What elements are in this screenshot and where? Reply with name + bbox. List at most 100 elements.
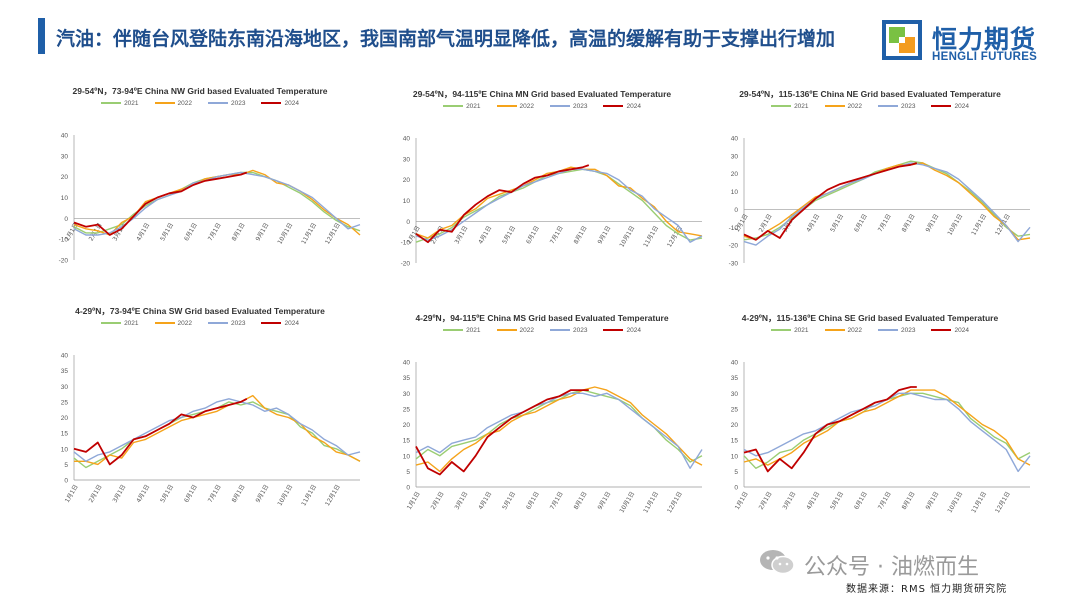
x-tick-label: 3月1日 xyxy=(112,484,128,505)
y-tick-label: 40 xyxy=(61,353,69,360)
chart-sw: 4-29ºN，73-94ºE China SW Grid based Evalu… xyxy=(30,305,370,545)
x-tick-label: 1月1日 xyxy=(734,213,750,234)
series-line-2021 xyxy=(743,392,1031,470)
legend-label: 2022 xyxy=(519,103,534,110)
x-tick-label: 5月1日 xyxy=(501,225,517,246)
legend-swatch xyxy=(154,322,175,325)
x-tick-label: 12月1日 xyxy=(324,222,342,246)
legend-item-2022: 2022 xyxy=(496,103,534,110)
y-tick-label: -20 xyxy=(729,243,739,250)
legend-swatch xyxy=(931,329,952,332)
x-tick-label: 12月1日 xyxy=(324,484,342,508)
x-tick-label: 4月1日 xyxy=(477,225,493,246)
series-line-2024 xyxy=(415,389,589,476)
x-tick-label: 3月1日 xyxy=(454,225,470,246)
chart-plot: 0 5 10 15 20 25 30 35 40 1月1日 2月1日 3月1日 4月1日 5月1日 6月1日… xyxy=(61,353,361,508)
x-tick-label: 2月1日 xyxy=(758,491,774,512)
y-tick-label: 30 xyxy=(403,156,411,163)
legend-label: 2023 xyxy=(231,320,246,327)
chart-title: 4-29ºN，73-94ºE China SW Grid based Evalu… xyxy=(75,306,325,316)
legend-item-2023: 2023 xyxy=(550,103,587,110)
chart-title: 29-54ºN，94-115ºE China MN Grid based Eva… xyxy=(412,89,672,99)
series-line-2021 xyxy=(415,389,703,463)
legend-label: 2024 xyxy=(954,327,969,334)
legend-item-2024: 2024 xyxy=(603,327,641,334)
y-tick-label: 25 xyxy=(403,406,411,413)
series-line-2024 xyxy=(73,171,248,236)
x-tick-label: 11月1日 xyxy=(300,484,318,508)
legend-swatch xyxy=(101,102,122,105)
legend-item-2023: 2023 xyxy=(878,327,915,334)
legend-swatch xyxy=(878,105,898,108)
x-tick-label: 3月1日 xyxy=(782,491,798,512)
legend-item-2024: 2024 xyxy=(261,320,299,327)
legend-item-2022: 2022 xyxy=(154,100,192,107)
legend-label: 2021 xyxy=(124,320,139,327)
legend-swatch xyxy=(878,329,898,332)
chart-title: 29-54ºN，73-94ºE China NW Grid based Eval… xyxy=(72,86,328,96)
y-tick-label: 40 xyxy=(731,136,739,143)
y-tick-label: 15 xyxy=(731,438,739,445)
series-line-2023 xyxy=(415,168,703,243)
x-tick-label: 6月1日 xyxy=(183,484,199,505)
series-line-2024 xyxy=(415,164,590,244)
series-line-2022 xyxy=(415,386,703,473)
logo-name-cn: 恒力期货 xyxy=(932,25,1037,54)
x-tick-label: 5月1日 xyxy=(501,491,517,512)
legend-swatch xyxy=(550,105,570,108)
x-tick-label: 1月1日 xyxy=(406,491,422,512)
legend-swatch xyxy=(101,322,122,325)
y-tick-label: 30 xyxy=(61,153,69,160)
x-tick-label: 10月1日 xyxy=(618,491,636,515)
legend-swatch xyxy=(443,105,464,108)
x-tick-label: 11月1日 xyxy=(970,491,988,515)
chart-mn: 29-54ºN，94-115ºE China MN Grid based Eva… xyxy=(372,88,712,328)
y-tick-label: 5 xyxy=(734,469,738,476)
legend-label: 2023 xyxy=(901,327,916,334)
x-tick-label: 8月1日 xyxy=(901,213,917,234)
legend-swatch xyxy=(208,102,228,105)
x-tick-label: 1月1日 xyxy=(64,484,80,505)
data-source: 数据来源：RMS 恒力期货研究院 xyxy=(846,584,1008,595)
title-accent-bar xyxy=(38,18,45,54)
legend-swatch xyxy=(824,329,845,332)
legend-item-2022: 2022 xyxy=(824,327,862,334)
y-tick-label: 35 xyxy=(731,375,739,382)
y-tick-label: 30 xyxy=(731,391,739,398)
y-tick-label: 30 xyxy=(403,391,411,398)
y-tick-label: 10 xyxy=(61,195,69,202)
hengli-logo-icon xyxy=(882,20,922,60)
y-tick-label: 20 xyxy=(61,174,69,181)
y-tick-label: 5 xyxy=(406,469,410,476)
legend-label: 2021 xyxy=(466,327,481,334)
x-tick-label: 8月1日 xyxy=(901,491,917,512)
y-tick-label: 35 xyxy=(61,368,69,375)
x-tick-label: 10月1日 xyxy=(946,213,964,237)
chart-title: 4-29ºN，94-115ºE China MS Grid based Eval… xyxy=(415,313,669,323)
y-tick-label: 25 xyxy=(61,399,69,406)
y-tick-label: 20 xyxy=(61,415,69,422)
x-tick-label: 1月1日 xyxy=(64,222,80,243)
x-tick-label: 9月1日 xyxy=(597,491,613,512)
x-tick-label: 8月1日 xyxy=(231,222,247,243)
x-tick-label: 10月1日 xyxy=(276,484,294,508)
y-tick-label: 0 xyxy=(64,216,68,223)
x-tick-label: 3月1日 xyxy=(454,491,470,512)
x-tick-label: 5月1日 xyxy=(829,213,845,234)
x-tick-label: 6月1日 xyxy=(183,222,199,243)
legend-swatch xyxy=(771,105,792,108)
legend-label: 2022 xyxy=(847,327,862,334)
legend-item-2024: 2024 xyxy=(931,103,969,110)
legend-swatch xyxy=(261,102,282,105)
y-tick-label: -10 xyxy=(59,237,69,244)
x-tick-label: 4月1日 xyxy=(477,491,493,512)
y-tick-label: 10 xyxy=(731,453,739,460)
legend-label: 2024 xyxy=(284,100,299,107)
legend-swatch xyxy=(208,322,228,325)
y-tick-label: -10 xyxy=(401,240,411,247)
legend-swatch xyxy=(824,105,845,108)
legend-item-2023: 2023 xyxy=(878,103,915,110)
x-tick-label: 9月1日 xyxy=(925,213,941,234)
legend-swatch xyxy=(496,329,517,332)
